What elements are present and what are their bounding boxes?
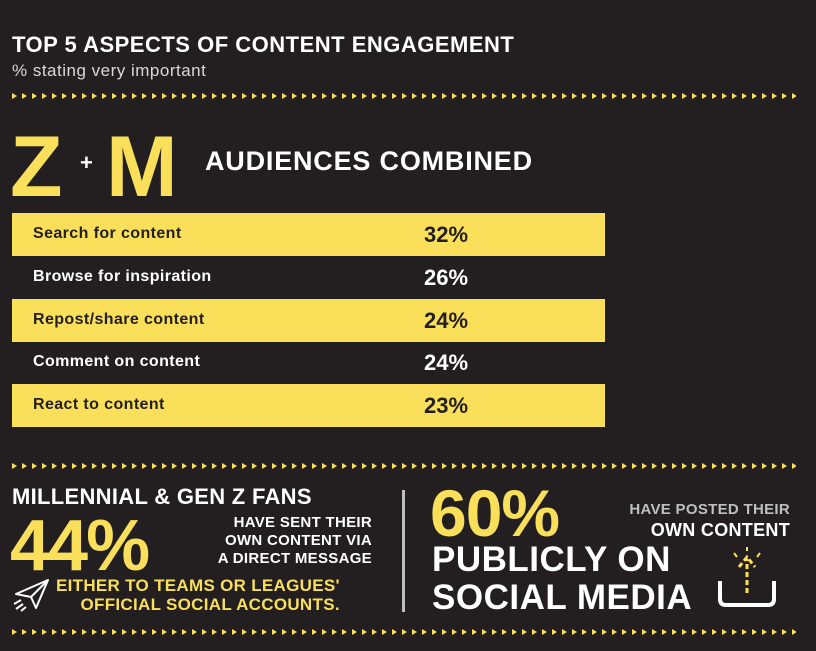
divider xyxy=(10,92,796,100)
row-label: Browse for inspiration xyxy=(33,267,212,285)
row-value: 32% xyxy=(424,222,469,247)
stat-lead: MILLENNIAL & GEN Z FANS xyxy=(12,484,312,509)
title: TOP 5 ASPECTS OF CONTENT ENGAGEMENT xyxy=(12,32,515,57)
stat-footer-line: OFFICIAL SOCIAL ACCOUNTS. xyxy=(80,595,340,614)
row-value: 24% xyxy=(424,350,469,376)
stat-footer-line: SOCIAL MEDIA xyxy=(432,578,693,617)
stat-footer-line: EITHER TO TEAMS OR LEAGUES' xyxy=(56,576,340,595)
row-value: 24% xyxy=(424,307,469,333)
table-row: React to content 23% xyxy=(12,384,605,428)
stat-value: 44% xyxy=(10,506,150,586)
row-label: React to content xyxy=(33,396,165,414)
z-letter: Z xyxy=(10,119,63,215)
subtitle: % stating very important xyxy=(12,61,207,80)
table-row: Search for content 32% xyxy=(12,213,605,256)
stat-footer-line: PUBLICLY ON xyxy=(432,540,671,579)
stat-text-line: A DIRECT MESSAGE xyxy=(217,550,372,567)
stat-text: HAVE SENT THEIR OWN CONTENT VIA A DIRECT… xyxy=(218,514,372,568)
row-label: Repost/share content xyxy=(33,310,205,328)
stat-text-line: HAVE SENT THEIR xyxy=(233,514,372,531)
row-label: Comment on content xyxy=(33,353,201,371)
table-row: Repost/share content 24% xyxy=(12,298,605,342)
stat-text-line: HAVE POSTED THEIR xyxy=(629,501,790,518)
plane-icon xyxy=(13,579,49,612)
stat-text-line: OWN CONTENT xyxy=(650,520,790,540)
divider xyxy=(10,628,796,636)
section-title: AUDIENCES COMBINED xyxy=(205,146,533,176)
m-letter: M xyxy=(106,119,178,215)
row-label: Search for content xyxy=(33,225,182,242)
plus: + xyxy=(80,150,93,175)
stat-footer: EITHER TO TEAMS OR LEAGUES' OFFICIAL SOC… xyxy=(56,576,340,614)
row-value: 23% xyxy=(424,393,469,419)
stat-value: 60% xyxy=(430,476,560,550)
stat-text: HAVE POSTED THEIR OWN CONTENT xyxy=(629,501,790,541)
table-row: Comment on content 24% xyxy=(12,341,605,384)
table-row: Browse for inspiration 26% xyxy=(12,256,605,299)
separator xyxy=(402,490,405,612)
stat-text-line: OWN CONTENT VIA xyxy=(225,532,372,549)
divider xyxy=(10,462,796,470)
stat-footer: PUBLICLY ON SOCIAL MEDIA xyxy=(432,541,692,617)
row-value: 26% xyxy=(424,264,469,290)
upload-icon xyxy=(718,547,776,607)
